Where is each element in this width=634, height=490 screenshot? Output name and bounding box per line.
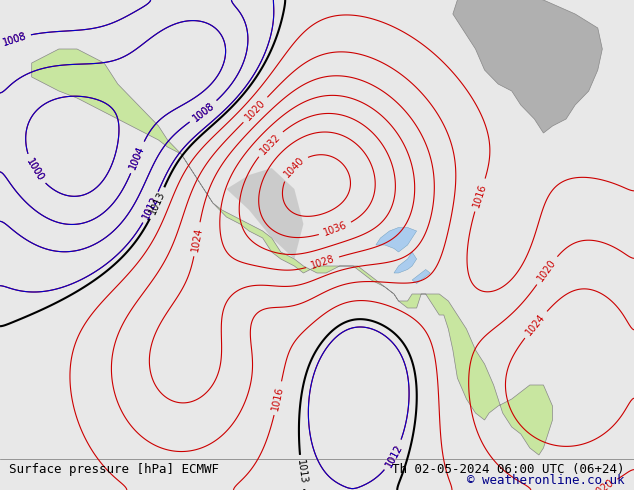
Text: 1008: 1008: [1, 31, 27, 48]
Text: 1036: 1036: [322, 220, 349, 238]
Text: 1016: 1016: [472, 182, 488, 208]
Polygon shape: [32, 49, 552, 455]
Text: © weatheronline.co.uk: © weatheronline.co.uk: [467, 473, 625, 487]
Text: 1020: 1020: [243, 98, 268, 122]
Text: 1012: 1012: [141, 194, 161, 221]
Text: 1004: 1004: [128, 144, 146, 171]
Text: 1020: 1020: [536, 257, 558, 283]
Text: 1008: 1008: [1, 31, 27, 48]
Text: 1013: 1013: [295, 459, 309, 485]
Text: 1012: 1012: [384, 442, 404, 468]
Text: 1040: 1040: [282, 155, 306, 179]
Text: 1004: 1004: [128, 144, 146, 171]
Text: 1008: 1008: [191, 100, 216, 123]
Polygon shape: [394, 252, 417, 273]
Polygon shape: [376, 227, 417, 252]
Polygon shape: [453, 0, 602, 133]
Text: 1020: 1020: [590, 477, 616, 490]
Text: Surface pressure [hPa] ECMWF: Surface pressure [hPa] ECMWF: [9, 463, 219, 476]
Text: 1024: 1024: [190, 226, 204, 252]
Text: 1024: 1024: [524, 312, 547, 337]
Text: 1032: 1032: [258, 131, 282, 156]
Text: 1000: 1000: [24, 156, 46, 183]
Text: 1013: 1013: [148, 190, 167, 216]
Text: 1008: 1008: [191, 100, 216, 123]
Text: Th 02-05-2024 06:00 UTC (06+24): Th 02-05-2024 06:00 UTC (06+24): [392, 463, 625, 476]
Text: 1028: 1028: [309, 254, 336, 271]
Text: 1000: 1000: [24, 156, 46, 183]
Text: 1016: 1016: [271, 385, 285, 411]
Text: 1012: 1012: [384, 442, 404, 468]
Polygon shape: [226, 168, 304, 259]
Polygon shape: [412, 270, 430, 284]
Text: 1012: 1012: [141, 194, 161, 221]
